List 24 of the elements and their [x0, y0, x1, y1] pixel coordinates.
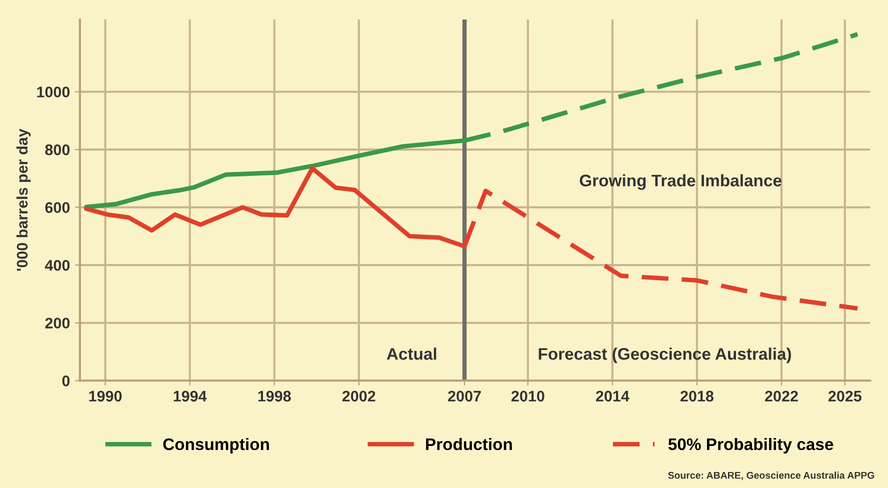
- annotation: Growing Trade Imbalance: [580, 174, 782, 190]
- x-tick-label: 1990: [89, 390, 122, 402]
- x-tick-label: 2007: [448, 390, 481, 402]
- x-tick-label: 1998: [258, 390, 291, 402]
- y-tick-label: 0: [62, 376, 70, 386]
- annotation: Forecast (Geoscience Australia): [538, 348, 791, 364]
- x-tick-label: 2025: [828, 390, 862, 402]
- source-note: Source: ABARE, Geoscience Australia APPG: [668, 472, 874, 480]
- y-tick-label: 600: [45, 202, 70, 213]
- y-tick-label: 1000: [37, 86, 70, 98]
- y-tick-label: 400: [44, 260, 70, 271]
- annotation: Actual: [386, 348, 436, 360]
- x-tick-label: 2014: [596, 390, 630, 402]
- y-axis-title: '000 barrels per day: [16, 128, 31, 271]
- y-tick-label: 200: [45, 318, 70, 329]
- x-tick-label: 1994: [174, 390, 207, 402]
- y-tick-label: 800: [45, 144, 70, 156]
- x-tick-label: 2010: [511, 390, 544, 402]
- x-tick-label: 2002: [342, 390, 376, 402]
- legend-label: 50% Probability case: [668, 438, 834, 454]
- x-tick-label: 2018: [680, 390, 714, 402]
- legend-label: Production: [426, 438, 512, 450]
- legend-label: Consumption: [163, 438, 269, 454]
- x-tick-label: 2022: [765, 390, 798, 402]
